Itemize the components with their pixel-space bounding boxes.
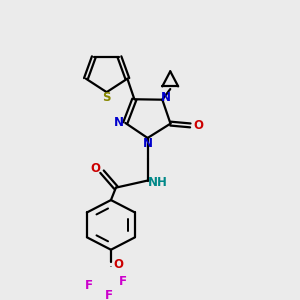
Text: O: O	[193, 119, 203, 132]
Text: NH: NH	[148, 176, 167, 189]
Text: O: O	[90, 162, 100, 175]
Text: S: S	[102, 91, 111, 104]
Text: F: F	[119, 275, 127, 288]
Text: N: N	[161, 92, 171, 104]
Text: F: F	[105, 290, 113, 300]
Text: N: N	[142, 137, 153, 150]
Text: F: F	[85, 279, 93, 292]
Text: O: O	[114, 258, 124, 271]
Text: N: N	[114, 116, 124, 129]
